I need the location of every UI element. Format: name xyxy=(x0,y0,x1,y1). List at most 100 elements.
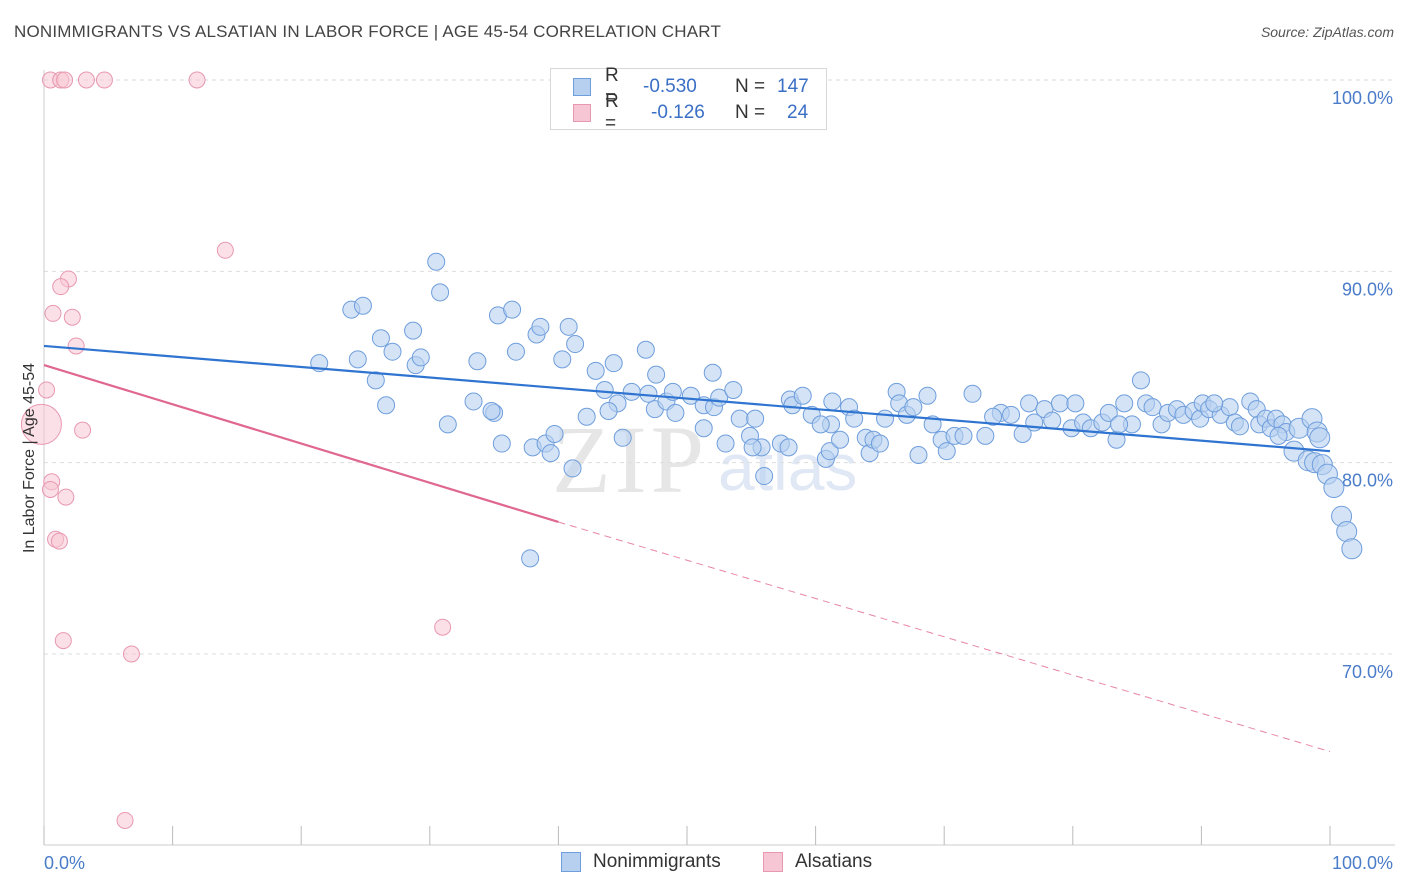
legend-row-alsatians: R = -0.126 N = 24 xyxy=(573,91,809,134)
nonimmigrants-point xyxy=(793,386,812,405)
nonimmigrants-point xyxy=(521,549,540,568)
nonimmigrants-point xyxy=(595,380,614,399)
nonimmigrants-point xyxy=(353,296,372,315)
nonimmigrants-point xyxy=(1043,411,1062,430)
nonimmigrants-point xyxy=(746,409,765,428)
nonimmigrants-point xyxy=(559,317,578,336)
nonimmigrants-point xyxy=(1066,394,1085,413)
nonimmigrants-point xyxy=(724,380,743,399)
y-axis-title: In Labor Force | Age 45-54 xyxy=(21,363,38,553)
nonimmigrants-point xyxy=(553,350,572,369)
nonimmigrants-point xyxy=(963,384,982,403)
nonimmigrants-point xyxy=(1020,394,1039,413)
alsatians-point xyxy=(95,71,113,89)
legend-swatch-pink xyxy=(573,104,591,122)
nonimmigrants-point xyxy=(923,415,942,434)
legend-label-alsatians: Alsatians xyxy=(795,851,873,872)
nonimmigrants-point xyxy=(427,252,446,271)
y-tick-label: 90.0% xyxy=(1342,279,1393,299)
legend-item-alsatians: Alsatians xyxy=(763,851,872,873)
correlation-legend: R = -0.530 N = 147 R = -0.126 N = 24 xyxy=(550,65,827,134)
alsatians-point xyxy=(188,71,206,89)
nonimmigrants-point xyxy=(545,424,564,443)
nonimmigrants-point xyxy=(904,398,923,417)
legend-swatch-pink xyxy=(763,852,783,872)
nonimmigrants-point xyxy=(563,459,582,478)
alsatians-points xyxy=(20,71,452,829)
nonimmigrants-point xyxy=(703,363,722,382)
nonimmigrants-point xyxy=(604,354,623,373)
trend-lines xyxy=(43,344,1331,753)
alsatians-point xyxy=(41,480,59,498)
nonimmigrants-point xyxy=(1115,394,1134,413)
nonimmigrants-point xyxy=(383,342,402,361)
nonimmigrants-point xyxy=(1220,398,1239,417)
nonimmigrants-point xyxy=(566,335,585,354)
nonimmigrants-point xyxy=(937,442,956,461)
chart-title: NONIMMIGRANTS VS ALSATIAN IN LABOR FORCE… xyxy=(14,22,722,41)
legend-r-value: -0.126 xyxy=(651,102,705,123)
nonimmigrants-point xyxy=(823,392,842,411)
legend-n-value: 24 xyxy=(787,102,809,123)
alsatians-point xyxy=(50,532,68,550)
nonimmigrants-point xyxy=(541,444,560,463)
nonimmigrants-point xyxy=(1309,427,1331,449)
y-tick-label: 100.0% xyxy=(1332,88,1393,108)
alsatians-point xyxy=(57,488,75,506)
tick-labels: 70.0% 80.0% 90.0% 100.0% 0.0% 100.0% xyxy=(44,88,1393,873)
nonimmigrants-point xyxy=(1341,538,1363,560)
alsatians-point xyxy=(20,403,62,445)
nonimmigrants-point xyxy=(438,415,457,434)
legend-n-value: 147 xyxy=(777,76,809,97)
nonimmigrants-point xyxy=(918,386,937,405)
nonimmigrants-point xyxy=(755,467,774,486)
nonimmigrants-point xyxy=(984,407,1003,426)
legend-item-nonimmigrants: Nonimmigrants xyxy=(561,851,721,873)
watermark-zip: ZIP xyxy=(552,406,708,513)
nonimmigrants-point xyxy=(377,396,396,415)
nonimmigrants-point xyxy=(586,361,605,380)
nonimmigrants-point xyxy=(820,442,839,461)
alsatians-trend-line xyxy=(43,364,559,524)
nonimmigrants-point xyxy=(613,428,632,447)
alsatians-point xyxy=(56,71,74,89)
alsatians-point xyxy=(63,308,81,326)
alsatians-point xyxy=(52,278,70,296)
source-label: Source: ZipAtlas.com xyxy=(1260,24,1394,40)
nonimmigrants-trend-line xyxy=(43,344,1331,453)
y-tick-label: 70.0% xyxy=(1342,662,1393,682)
legend-r-label: R = xyxy=(605,91,619,134)
alsatians-point xyxy=(77,71,95,89)
alsatians-point xyxy=(122,645,140,663)
nonimmigrants-point xyxy=(506,342,525,361)
alsatians-point xyxy=(116,811,134,829)
nonimmigrants-point xyxy=(411,348,430,367)
alsatians-point xyxy=(434,618,452,636)
alsatians-point xyxy=(67,337,85,355)
nonimmigrants-point xyxy=(743,438,762,457)
axes xyxy=(43,70,1395,846)
legend-r-value: -0.530 xyxy=(643,76,697,97)
alsatians-trend-extension xyxy=(558,521,1331,753)
alsatians-point xyxy=(74,421,92,439)
y-tick-label: 80.0% xyxy=(1342,471,1393,491)
nonimmigrants-point xyxy=(404,321,423,340)
alsatians-point xyxy=(54,632,72,650)
nonimmigrants-point xyxy=(622,382,641,401)
nonimmigrants-point xyxy=(779,438,798,457)
nonimmigrants-point xyxy=(716,434,735,453)
nonimmigrants-point xyxy=(976,426,995,445)
nonimmigrants-point xyxy=(730,409,749,428)
nonimmigrants-point xyxy=(531,317,550,336)
legend-label-nonimmigrants: Nonimmigrants xyxy=(593,851,721,872)
nonimmigrants-point xyxy=(845,409,864,428)
nonimmigrants-point xyxy=(666,403,685,422)
nonimmigrants-point xyxy=(431,283,450,302)
nonimmigrants-point xyxy=(1269,426,1288,445)
nonimmigrants-point xyxy=(1323,477,1345,499)
nonimmigrants-point xyxy=(1002,405,1021,424)
nonimmigrants-point xyxy=(464,392,483,411)
nonimmigrants-point xyxy=(503,300,522,319)
nonimmigrants-point xyxy=(366,371,385,390)
